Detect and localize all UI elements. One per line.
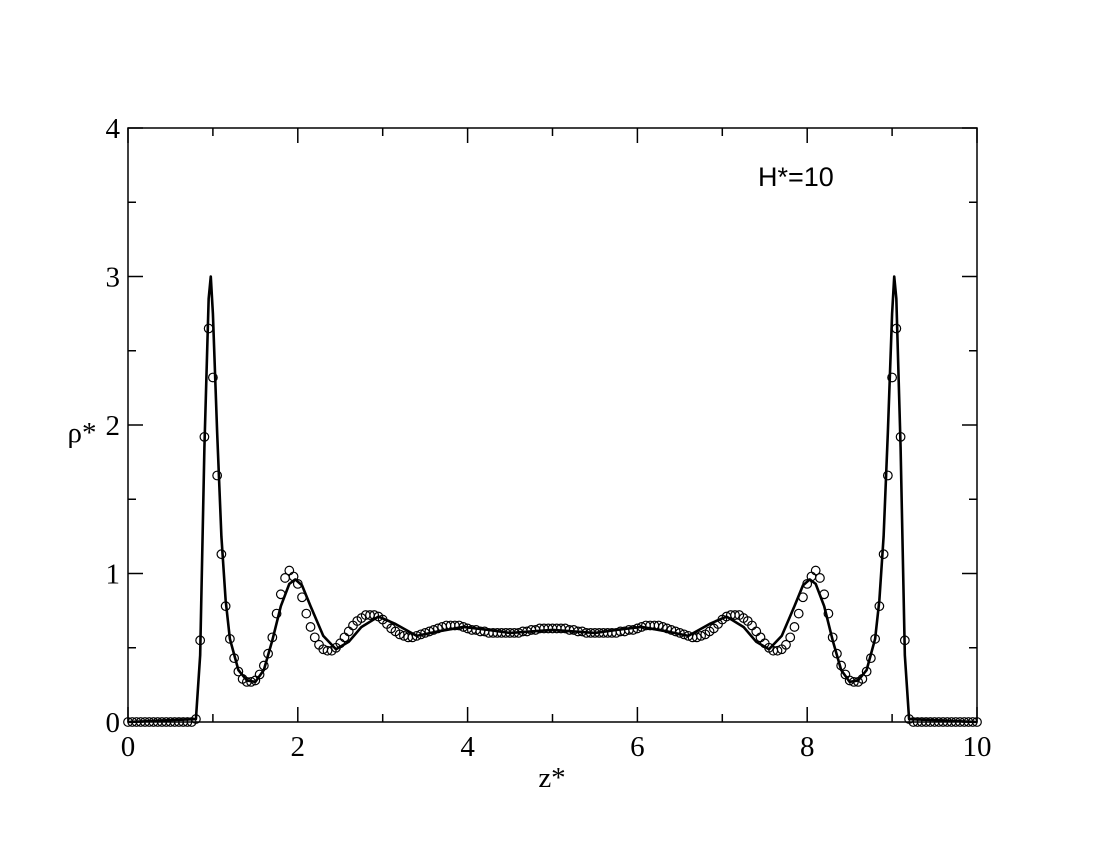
data-point xyxy=(810,565,821,576)
data-point xyxy=(870,633,881,644)
data-point xyxy=(407,632,418,643)
data-point xyxy=(865,653,876,664)
y-tick-label: 0 xyxy=(106,707,121,739)
data-point xyxy=(246,677,257,687)
data-point xyxy=(887,372,897,383)
data-point xyxy=(836,660,847,671)
data-point xyxy=(861,666,872,677)
y-tick-label: 4 xyxy=(106,113,121,145)
data-point xyxy=(789,622,800,632)
x-tick-label: 2 xyxy=(291,731,306,763)
data-point xyxy=(972,717,982,727)
data-point xyxy=(802,578,813,589)
data-point xyxy=(301,608,312,619)
data-point xyxy=(322,645,333,656)
data-point xyxy=(258,660,269,671)
data-point xyxy=(309,632,320,643)
data-point xyxy=(216,549,227,560)
data-point xyxy=(632,623,643,634)
data-point xyxy=(653,620,664,631)
data-point xyxy=(674,628,685,638)
data-point xyxy=(191,714,201,724)
data-point xyxy=(428,625,439,635)
data-point xyxy=(882,470,893,481)
data-point xyxy=(666,625,677,635)
data-point xyxy=(772,645,783,656)
data-point xyxy=(424,626,435,637)
data-point xyxy=(679,629,689,640)
data-point xyxy=(798,592,808,603)
data-point xyxy=(195,635,206,646)
data-point xyxy=(670,626,681,637)
data-point xyxy=(297,592,307,603)
data-point xyxy=(857,674,868,684)
data-point xyxy=(691,632,702,643)
data-point xyxy=(369,610,380,620)
data-point xyxy=(271,608,282,619)
data-point xyxy=(203,323,214,334)
data-point xyxy=(182,717,193,727)
data-point xyxy=(254,669,265,680)
data-point xyxy=(895,431,906,442)
y-axis-label: ρ* xyxy=(68,417,97,449)
data-point xyxy=(878,549,889,560)
data-point xyxy=(823,608,834,619)
data-point xyxy=(785,632,796,643)
data-point xyxy=(657,622,668,632)
x-tick-label: 8 xyxy=(800,731,815,763)
data-point xyxy=(793,608,804,619)
data-point xyxy=(411,630,422,641)
data-point xyxy=(416,629,426,640)
data-point xyxy=(420,628,431,638)
data-point xyxy=(432,623,443,634)
data-point xyxy=(275,589,286,600)
data-point xyxy=(267,632,278,643)
data-point xyxy=(848,677,859,687)
data-point xyxy=(819,589,830,600)
data-point xyxy=(233,666,244,677)
data-point xyxy=(224,633,235,644)
data-point xyxy=(207,372,218,383)
data-point xyxy=(781,639,791,650)
y-tick-label: 2 xyxy=(106,410,121,442)
x-tick-label: 0 xyxy=(121,731,136,763)
data-point xyxy=(212,470,223,481)
data-point xyxy=(454,620,465,631)
y-tick-label: 3 xyxy=(106,262,121,294)
data-point xyxy=(899,635,910,646)
data-point xyxy=(696,630,706,641)
data-point xyxy=(662,623,673,634)
x-tick-label: 10 xyxy=(963,731,992,763)
data-point xyxy=(292,578,303,589)
data-point xyxy=(730,610,740,620)
data-point xyxy=(967,717,978,727)
data-point xyxy=(832,648,842,659)
data-point xyxy=(288,571,299,582)
data-point xyxy=(305,622,316,632)
data-point xyxy=(199,431,210,442)
data-point xyxy=(394,629,405,640)
x-tick-label: 4 xyxy=(460,731,475,763)
y-tick-label: 1 xyxy=(106,559,121,591)
annotation: H*=10 xyxy=(758,162,834,192)
x-axis-label: z* xyxy=(538,762,565,794)
data-point xyxy=(229,653,240,664)
data-point xyxy=(628,625,639,635)
x-tick-label: 6 xyxy=(630,731,645,763)
data-point xyxy=(815,573,825,583)
data-point xyxy=(827,632,838,643)
data-point xyxy=(263,648,273,659)
data-point xyxy=(458,622,469,632)
data-point xyxy=(891,323,902,334)
data-point xyxy=(220,601,231,612)
data-point xyxy=(874,601,885,612)
